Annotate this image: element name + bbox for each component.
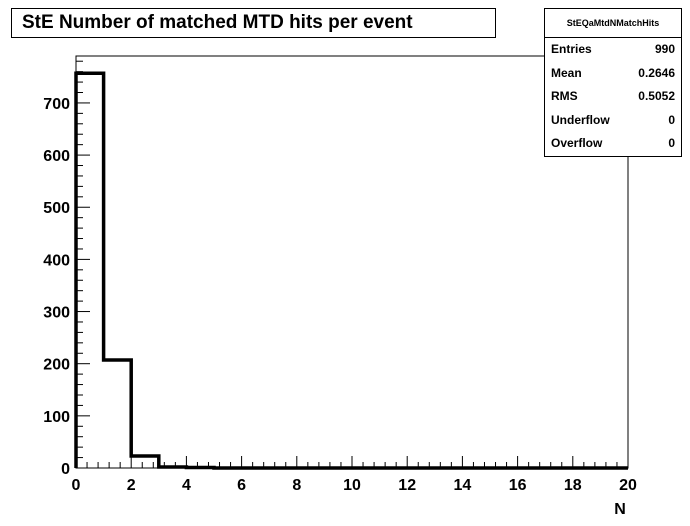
x-tick-label: 4 [182, 477, 191, 494]
y-tick-label: 300 [43, 305, 70, 322]
x-tick-label: 10 [343, 477, 361, 494]
x-tick-label: 0 [72, 477, 81, 494]
x-tick-label: 16 [509, 477, 527, 494]
x-tick-label: 14 [454, 477, 472, 494]
stats-label: Entries [551, 42, 592, 56]
x-tick-label: 20 [619, 477, 637, 494]
y-tick-label: 200 [43, 357, 70, 374]
x-tick-label: 2 [127, 477, 136, 494]
chart-title: StE Number of matched MTD hits per event [11, 8, 496, 38]
stats-label: Mean [551, 65, 582, 80]
stats-row: RMS 0.5052 [545, 85, 681, 109]
stats-label: Overflow [551, 136, 603, 150]
stats-value: 0.2646 [638, 65, 675, 80]
stats-row: Underflow 0 [545, 109, 681, 133]
x-tick-label: 6 [237, 477, 246, 494]
x-tick-label: 18 [564, 477, 582, 494]
stats-box: StEQaMtdNMatchHits Entries 990 Mean 0.2646 R… [544, 8, 682, 157]
x-tick-label: 12 [398, 477, 416, 494]
y-tick-label: 400 [43, 252, 70, 269]
stats-name: StEQaMtdNMatchHits [545, 9, 681, 38]
stats-label: RMS [551, 89, 578, 103]
stats-label: Underflow [551, 112, 610, 127]
stats-row: Entries 990 [545, 38, 681, 62]
stats-row: Overflow 0 [545, 132, 681, 156]
stats-rows: Entries 990 Mean 0.2646 RMS 0.5052 Underflow 0 O… [545, 38, 681, 156]
y-tick-label: 500 [43, 200, 70, 217]
stats-value: 0 [668, 136, 675, 150]
stats-value: 0 [668, 112, 675, 127]
y-tick-label: 0 [61, 461, 70, 478]
histogram-line [74, 71, 628, 470]
y-tick-label: 700 [43, 96, 70, 113]
x-tick-label: 8 [292, 477, 301, 494]
stats-value: 0.5052 [638, 89, 675, 103]
stats-value: 990 [654, 42, 675, 56]
stats-row: Mean 0.2646 [545, 62, 681, 86]
x-axis-label: N [614, 501, 626, 518]
y-tick-label: 100 [43, 409, 70, 426]
y-tick-label: 600 [43, 148, 70, 165]
